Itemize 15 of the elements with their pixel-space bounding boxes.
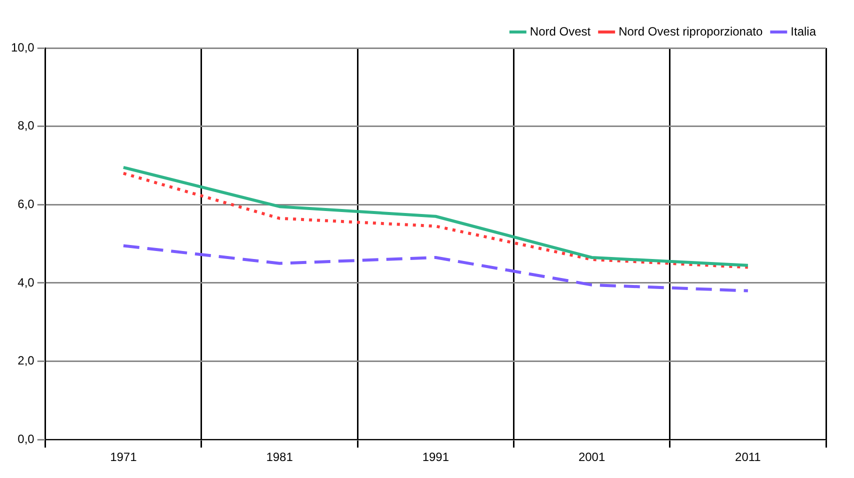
legend-label: Italia [790, 24, 816, 38]
legend-label: Nord Ovest riproporzionato [618, 24, 763, 38]
x-tick-label: 1981 [266, 450, 294, 464]
y-tick-label: 6,0 [18, 196, 35, 211]
legend-label: Nord Ovest [530, 24, 592, 38]
x-tick-label: 1971 [110, 450, 138, 464]
y-tick-label: 4,0 [18, 275, 35, 290]
line-series [122, 244, 750, 292]
y-tick-label: 10,0 [10, 40, 35, 54]
y-tick-label: 8,0 [18, 118, 35, 133]
x-tick-label: 1991 [422, 450, 450, 464]
y-tick-label: 2,0 [18, 354, 35, 368]
y-tick-label: 0,0 [18, 432, 35, 446]
x-tick-label: 2011 [735, 450, 762, 464]
x-tick-label: 2001 [578, 450, 606, 464]
